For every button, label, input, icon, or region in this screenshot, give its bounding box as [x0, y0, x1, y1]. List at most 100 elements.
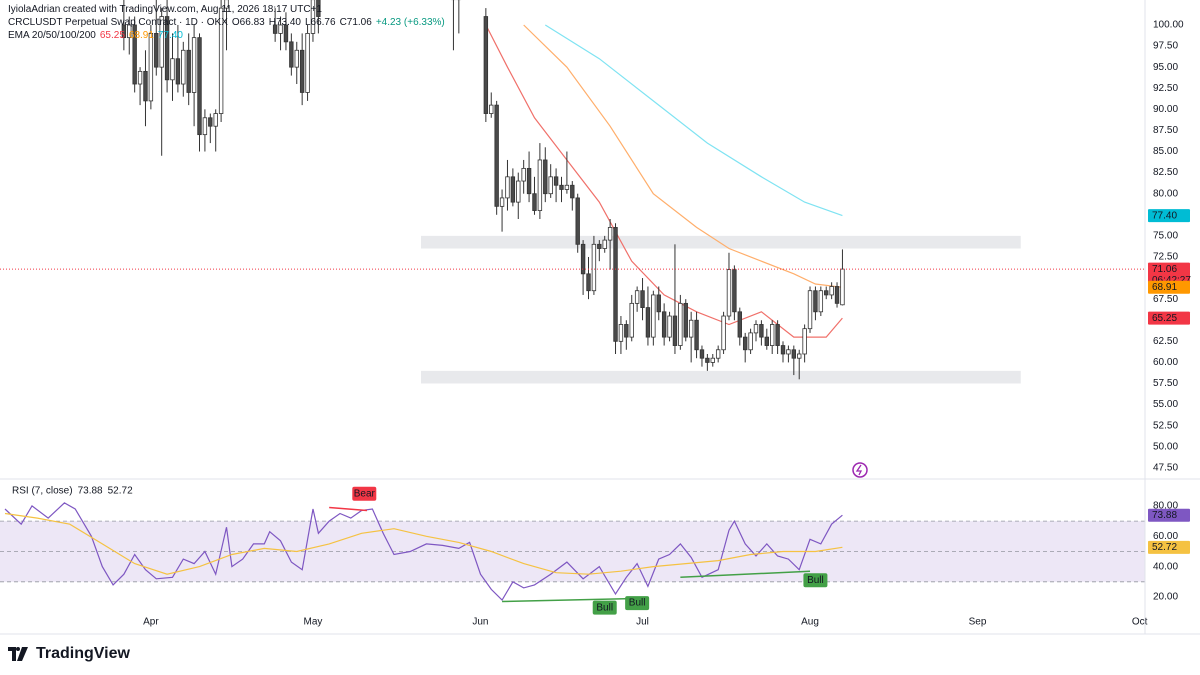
indicator-value: 68.91 [128, 30, 154, 41]
signal-badge [352, 486, 377, 501]
y-tick-label: 80.00 [1153, 188, 1178, 199]
candle-body [624, 324, 629, 338]
header: IyiolaAdrian created with TradingView.co… [8, 3, 449, 42]
y-tick-label: 57.50 [1153, 378, 1178, 389]
candle-body [764, 336, 770, 346]
candle-body [148, 33, 154, 102]
x-tick-label: Oct [1132, 617, 1148, 628]
signal-badge [625, 596, 650, 611]
price-tag-label: 68.91 [1152, 282, 1177, 293]
candle-body [580, 243, 586, 275]
y-tick-label: 80.00 [1153, 501, 1178, 512]
candle-body [602, 239, 607, 249]
y-tick-label: 60.00 [1153, 531, 1178, 542]
signal-label: Bull [596, 602, 613, 613]
y-tick-label: 75.00 [1153, 231, 1178, 242]
x-tick-label: Apr [143, 617, 159, 628]
signal-label: Bear [354, 488, 376, 499]
candle-body [137, 70, 143, 85]
candle-body [294, 49, 299, 68]
candle-body [316, 0, 321, 17]
price-tag-label: 52.72 [1152, 542, 1177, 553]
y-tick-label: 87.50 [1153, 125, 1178, 136]
candle-body [532, 193, 537, 211]
candle-body [710, 357, 715, 363]
indicator-name: EMA 20/50/100/200 [8, 30, 96, 41]
candle-body [299, 49, 305, 93]
symbol-legend: CRCLUSDT Perpetual Swap Contract · 1D · … [8, 16, 449, 29]
candle-body [553, 176, 559, 186]
candle-body [807, 290, 813, 330]
price-tag-label: 71.06 [1152, 264, 1177, 275]
candle-body [640, 290, 645, 308]
candle-body [651, 294, 656, 338]
candle-body [283, 24, 289, 43]
price-tag [1148, 262, 1190, 287]
x-tick-label: Sep [969, 617, 987, 628]
candle-body [121, 24, 127, 39]
candle-body [181, 49, 186, 85]
candle-body [775, 324, 780, 346]
candle-body [672, 315, 678, 346]
candle-body [688, 319, 694, 338]
line [523, 24, 843, 288]
divergence-line [329, 506, 368, 512]
y-tick-label: 55.00 [1153, 399, 1178, 410]
candle-body [824, 290, 829, 296]
candle-body [559, 184, 564, 190]
signal-badge [803, 573, 828, 588]
ohlc-value: H73.40 [268, 17, 301, 28]
price-tag-label: 73.88 [1152, 510, 1177, 521]
y-tick-label: 95.00 [1153, 62, 1178, 73]
candle-body [159, 16, 164, 68]
zone [421, 370, 1021, 384]
candle-body [272, 24, 278, 34]
symbol-title: CRCLUSDT Perpetual Swap Contract · 1D · … [8, 17, 228, 28]
candle-body [208, 117, 213, 127]
candle-body [759, 324, 764, 338]
candle-body [586, 273, 591, 292]
signal-label: Bull [807, 575, 824, 586]
candle-body [791, 349, 797, 359]
candle-body [699, 349, 705, 359]
candle-body [186, 49, 191, 93]
candle-body [305, 33, 310, 93]
candle-body [715, 349, 721, 359]
zone [421, 235, 1021, 249]
y-tick-label: 90.00 [1153, 104, 1178, 115]
candle-body [483, 16, 489, 114]
candle-body [597, 243, 602, 249]
candle-body [224, 0, 229, 9]
candle-body [526, 167, 532, 195]
x-tick-label: May [304, 617, 323, 628]
y-tick-label: 60.00 [1153, 357, 1178, 368]
ohlc-value: +4.23 (+6.33%) [375, 17, 445, 28]
logo-icon [8, 647, 28, 661]
candle-body [694, 319, 699, 351]
candle-body [127, 24, 132, 39]
candle-body [645, 307, 651, 338]
candle-body [656, 294, 661, 313]
signal-badge [592, 600, 617, 615]
candle-body [499, 197, 505, 207]
price-tag [1148, 508, 1190, 522]
candle-body [786, 349, 791, 355]
candle-body [516, 180, 521, 203]
candle-body [191, 37, 197, 93]
line [485, 24, 843, 338]
y-tick-label: 62.50 [1153, 336, 1178, 347]
candle-body [742, 336, 748, 351]
y-tick-label: 52.50 [1153, 420, 1178, 431]
price-tag-label: 65.25 [1152, 313, 1177, 324]
ohlc-value: O66.83 [231, 17, 265, 28]
rsi-value: 52.72 [108, 486, 133, 497]
candle-body [629, 302, 634, 338]
lightning-bolt [855, 464, 863, 476]
rsi-title: RSI (7, close) [12, 486, 73, 497]
x-tick-label: Aug [801, 617, 819, 628]
candle-body [278, 24, 283, 34]
candle-body [683, 302, 688, 338]
logo-text: TradingView [36, 645, 130, 662]
